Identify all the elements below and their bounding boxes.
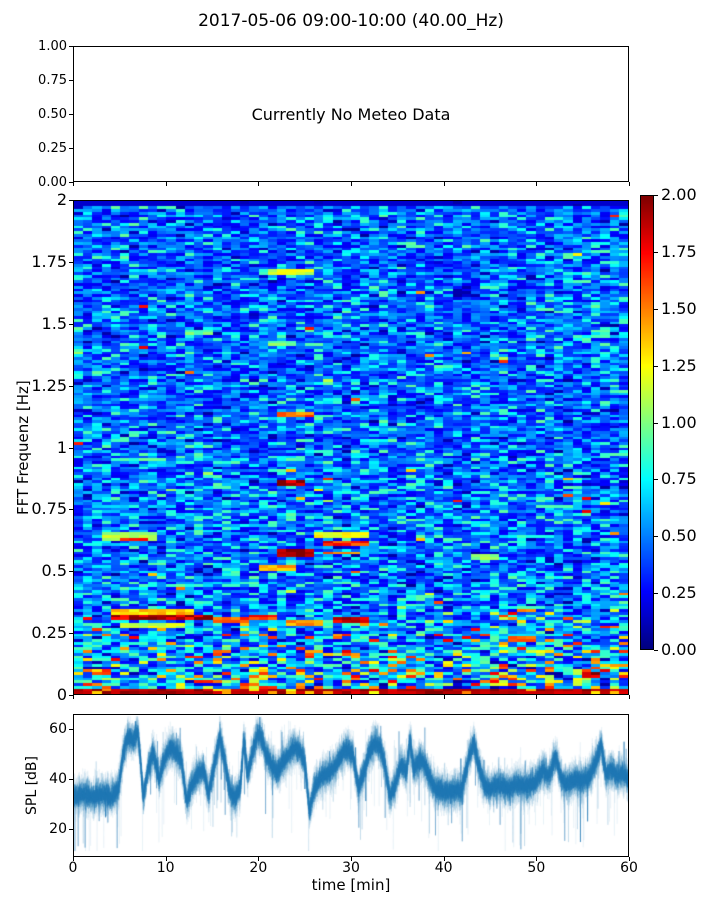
spectrogram-xtick [166,695,167,699]
colorbar [640,195,654,650]
colorbar-tick [654,536,658,537]
spectrogram-xtick [73,695,74,699]
colorbar-tick [654,593,658,594]
spl-xtick [536,857,537,861]
meteo-ytick-label: 0.50 [38,106,67,122]
colorbar-tick-label: 0.00 [661,640,697,659]
spl-xtick [444,857,445,861]
spectrogram-ytick [69,633,73,634]
spectrogram-ytick [69,695,73,696]
spectrogram-xtick [629,695,630,699]
spl-ytick-label: 20 [49,821,67,838]
spl-xtick [629,857,630,861]
colorbar-tick [654,650,658,651]
spectrogram-xtick [258,695,259,699]
time-xlabel: time [min] [311,876,391,894]
meteo-ytick-label: 0.75 [38,72,67,88]
spl-ytick-label: 40 [49,771,67,788]
spectrogram-ytick [69,200,73,201]
colorbar-tick-label: 0.50 [661,526,697,546]
spl-axes [73,714,629,857]
spectrogram-ytick-label: 0 [56,685,67,704]
spectrogram-ytick-label: 2 [56,190,67,209]
spl-xtick-label: 40 [434,860,453,876]
spectrogram-ytick-label: 1.75 [31,251,67,271]
colorbar-tick [654,309,658,310]
spectrogram-ytick [69,571,73,572]
spectrogram-ytick [69,324,73,325]
figure-title: 2017-05-06 09:00-10:00 (40.00_Hz) [198,11,504,31]
spl-xtick-label: 20 [249,860,268,876]
no-meteo-data-message: Currently No Meteo Data [251,104,451,124]
meteo-xtick [536,182,537,186]
spl-ytick [69,729,73,730]
meteo-xtick [444,182,445,186]
spectrogram-ytick [69,448,73,449]
spl-ytick [69,779,73,780]
colorbar-tick-label: 1.50 [661,298,697,318]
spl-ytick-label: 60 [49,721,67,738]
colorbar-tick [654,195,658,196]
meteo-ytick [69,80,73,81]
meteo-xtick [351,182,352,186]
spectrogram-ytick-label: 0.5 [41,561,67,581]
spl-xtick [258,857,259,861]
meteo-ytick-label: 0.25 [38,140,67,156]
colorbar-tick-label: 1.75 [661,241,697,261]
colorbar-tick-label: 1.25 [661,355,697,375]
meteo-ytick [69,148,73,149]
spl-xtick-label: 50 [527,860,546,876]
meteo-ytick [69,182,73,183]
colorbar-tick-label: 1.00 [661,412,697,432]
spl-ytick [69,829,73,830]
spectrogram-ytick-label: 1 [56,437,67,457]
meteo-ytick [69,114,73,115]
meteo-axes: Currently No Meteo Data [73,46,629,182]
spectrogram-ytick-label: 0.75 [31,499,67,519]
colorbar-tick-label: 0.25 [661,583,697,603]
spectrogram-xtick [444,695,445,699]
spl-xtick-label: 10 [156,860,175,876]
spl-xtick-label: 0 [68,860,78,876]
colorbar-tick [654,423,658,424]
spl-xtick-label: 60 [620,860,638,876]
colorbar-gradient [641,196,653,649]
meteo-xtick [258,182,259,186]
meteo-xtick [166,182,167,186]
meteo-ytick [69,46,73,47]
spectrogram-heatmap [74,201,628,694]
spl-line-chart [74,715,628,856]
meteo-ytick-label: 0.00 [38,174,67,190]
meteo-xtick [73,182,74,186]
spectrogram-axes [73,200,629,695]
colorbar-tick [654,366,658,367]
spectrogram-ytick-label: 0.25 [31,623,67,643]
colorbar-tick [654,479,658,480]
spl-xtick [73,857,74,861]
spl-xtick [166,857,167,861]
meteo-ytick-label: 1.00 [38,38,67,54]
spectrogram-ytick [69,509,73,510]
colorbar-tick-label: 2.00 [661,185,697,204]
spectrogram-ytick [69,262,73,263]
spectrogram-ytick-label: 1.25 [31,375,67,395]
spectrogram-ytick [69,386,73,387]
spectrogram-xtick [536,695,537,699]
spectrogram-ytick-label: 1.5 [41,313,67,333]
colorbar-tick-label: 0.75 [661,469,697,489]
colorbar-tick [654,252,658,253]
spl-xtick-label: 30 [342,860,360,876]
meteo-xtick [629,182,630,186]
spectrogram-xtick [351,695,352,699]
spl-xtick [351,857,352,861]
